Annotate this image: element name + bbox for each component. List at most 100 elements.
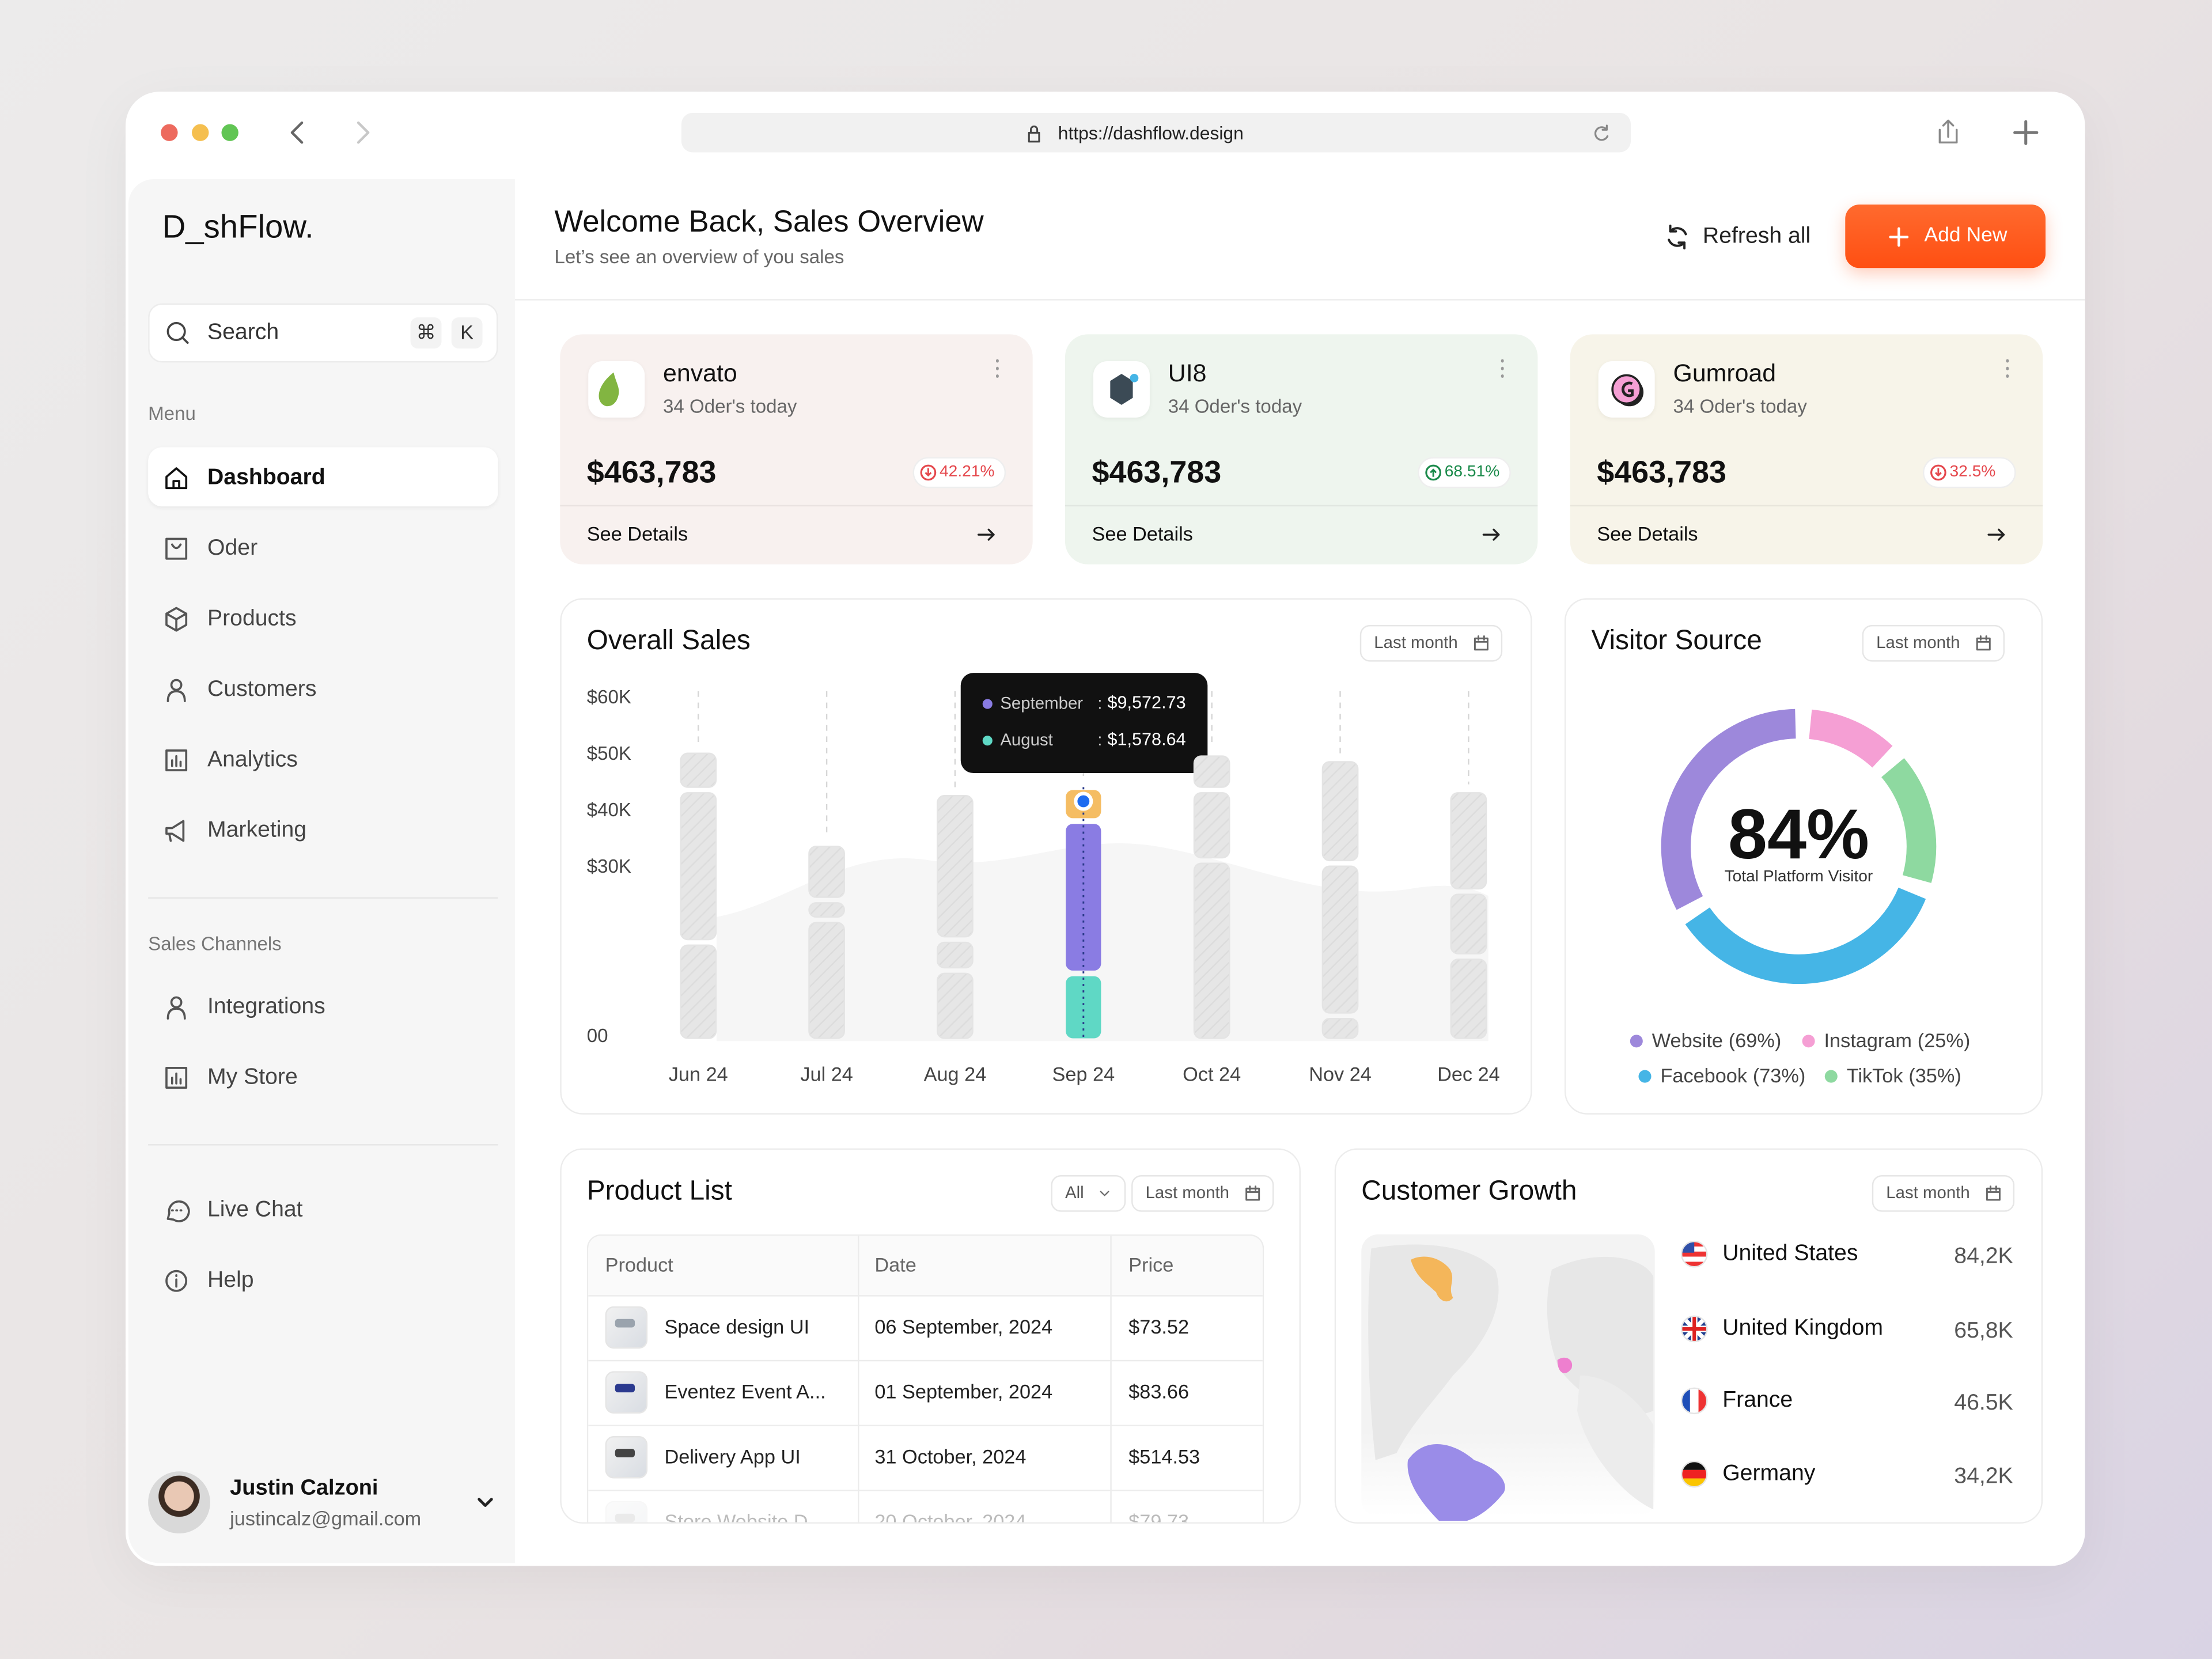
legend-name: Website [1652,1029,1724,1052]
card-divider [560,505,1033,507]
filter-button[interactable] [1051,1175,1126,1212]
column-header: Date [874,1253,916,1276]
cell: 20 October, 2024 [874,1510,1027,1522]
add-new-button[interactable] [1845,204,2046,268]
user-name: Justin Calzoni [230,1476,378,1501]
key-cap [410,317,442,349]
country-name: United Kingdom [1722,1316,1884,1341]
card-divider [1570,505,2043,507]
key-cap [451,317,483,349]
country-name: United States [1722,1241,1858,1266]
see-details[interactable]: See Details [1597,522,1698,546]
menu-item[interactable]: Dashboard [207,465,325,490]
filter-label[interactable]: Last month [1374,632,1458,653]
cell: 01 September, 2024 [874,1380,1053,1403]
menu-item[interactable]: Analytics [207,748,298,772]
product-thumbnail [605,1501,648,1522]
panel-title: Visitor Source [1591,625,1762,657]
row-divider [588,1359,1263,1362]
row-divider [588,1425,1263,1426]
add-new-label[interactable]: Add New [1924,224,2008,247]
visitor-source-panel [1564,598,2043,1115]
card-logo-box [1598,361,1655,418]
page-title: Welcome Back, Sales Overview [554,204,984,239]
tooltip-value: $1,578.64 [1107,729,1186,749]
thumbnail-detail [615,1319,635,1328]
card-change: 32.5% [1949,463,1996,481]
cell[interactable]: Store Website D... [664,1510,825,1522]
search-placeholder[interactable]: Search [207,320,279,345]
cell[interactable]: Eventez Event A... [664,1380,826,1403]
tooltip-sep: : [1097,730,1103,750]
menu-item[interactable]: My Store [207,1065,298,1090]
legend-value: (35%) [1908,1064,1961,1087]
cell: 06 September, 2024 [874,1315,1053,1338]
see-details[interactable]: See Details [586,522,688,546]
see-details[interactable]: See Details [1092,522,1193,546]
sidebar-divider [148,1144,498,1146]
legend-value: (69%) [1728,1029,1782,1052]
card-name: UI8 [1168,358,1207,387]
thumbnail-detail [615,1449,635,1457]
x-tick-label: Jun 24 [668,1062,728,1086]
product-table: Product Date Price Space design UI 06 Septem… [586,1234,1264,1522]
product-thumbnail [605,1371,648,1414]
x-tick-label: Oct 24 [1183,1062,1241,1086]
menu-item[interactable]: Customers [207,677,317,702]
x-tick-label: Dec 24 [1437,1062,1500,1086]
menu-item[interactable]: Oder [207,536,258,560]
country-value: 84,2K [1954,1244,2013,1269]
legend-name: Facebook [1660,1064,1748,1087]
card-amount: $463,783 [1597,454,1726,490]
card-orders: 34 Oder's today [663,396,797,417]
url-text[interactable]: https://dashflow.design [1058,122,1244,144]
tooltip-label: September [1000,693,1084,713]
overall-sales-panel [560,598,1532,1115]
product-thumbnail [605,1306,648,1349]
column-divider [1110,1236,1112,1522]
active-menu-item [148,447,498,507]
cell: $73.52 [1128,1315,1190,1338]
section-label: Sales Channels [148,933,282,955]
avatar [148,1471,210,1534]
change-badge [1922,457,2016,488]
y-tick-label: $50K [586,743,631,764]
menu-item[interactable]: Products [207,607,297,631]
country-value: 65,8K [1954,1319,2013,1343]
search-box[interactable] [148,303,498,363]
card-amount: $463,783 [1092,454,1222,490]
country-name: France [1722,1388,1793,1412]
y-tick-label: $30K [586,855,631,877]
filter-label[interactable]: All [1065,1183,1084,1203]
legend-value: (73%) [1752,1064,1806,1087]
column-divider [857,1236,859,1522]
y-tick-label: 00 [586,1025,608,1047]
cell[interactable]: Delivery App UI [664,1445,801,1468]
country-value: 34,2K [1954,1464,2013,1489]
menu-item[interactable]: Live Chat [207,1198,303,1222]
menu-item[interactable]: Integrations [207,995,325,1019]
cell: $79.73 [1128,1510,1190,1522]
tooltip-label: August [1000,730,1053,750]
header-divider [514,299,2085,301]
filter-label[interactable]: Last month [1876,632,1960,653]
map [1361,1234,1655,1517]
total-label: Total Platform Visitor [1724,868,1873,886]
row-divider [588,1490,1263,1491]
panel-title: Overall Sales [586,625,751,657]
cell[interactable]: Space design UI [664,1315,810,1338]
cell: 31 October, 2024 [874,1445,1027,1468]
shortcut-key: K [460,320,474,343]
logo: D_shFlow. [162,207,314,245]
card-name: Gumroad [1673,358,1777,387]
refresh-button[interactable]: Refresh all [1702,224,1811,249]
menu-item[interactable]: Help [207,1268,254,1293]
menu-item[interactable]: Marketing [207,818,307,843]
user-email: justincalz@gmail.com [230,1507,422,1530]
panel-title: Customer Growth [1361,1175,1577,1207]
filter-label[interactable]: Last month [1145,1183,1229,1203]
x-tick-label: Nov 24 [1309,1062,1372,1086]
url-bar[interactable] [681,112,1631,153]
x-tick-label: Sep 24 [1052,1062,1115,1086]
filter-label[interactable]: Last month [1886,1183,1970,1203]
